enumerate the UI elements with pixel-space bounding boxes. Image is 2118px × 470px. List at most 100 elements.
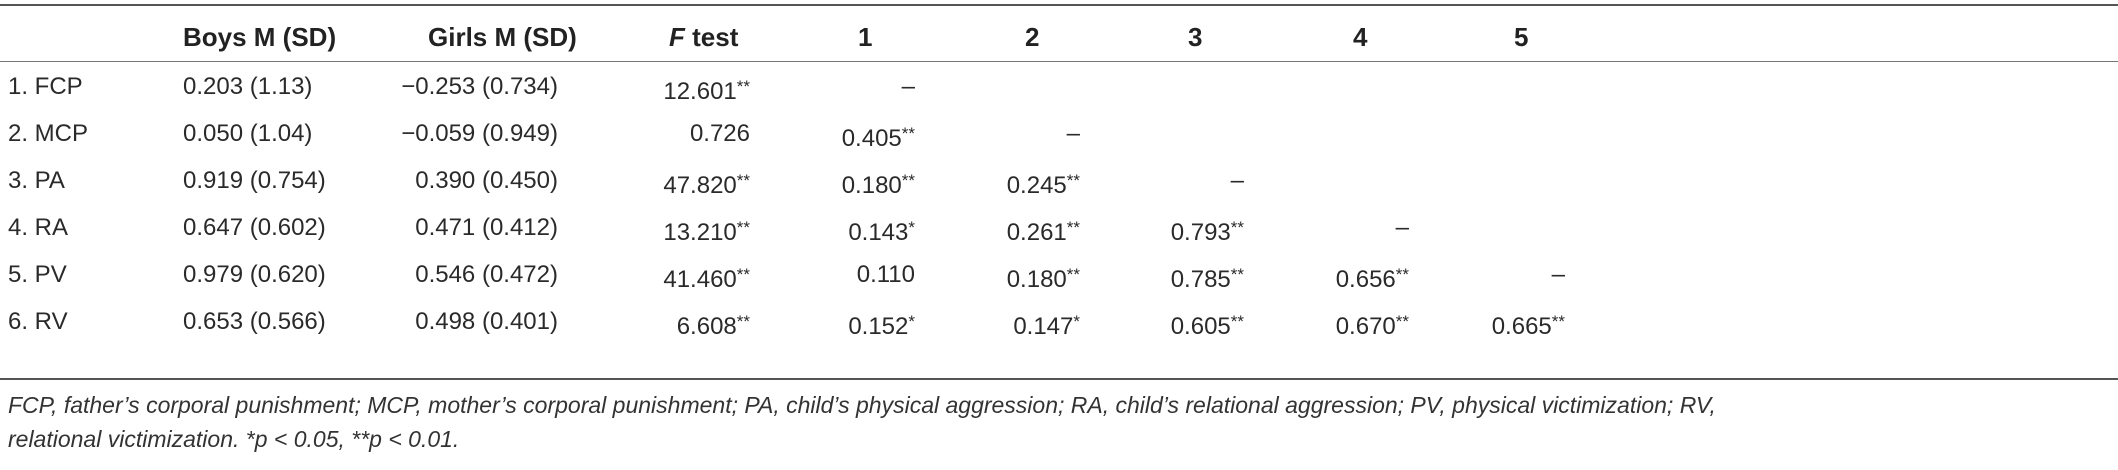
cell-value: 13.210 <box>663 219 737 246</box>
cell-value: – <box>1066 120 1080 147</box>
header-col-1: 1 <box>858 22 873 52</box>
significance-marker: ** <box>1230 265 1244 284</box>
significance-marker: ** <box>1395 312 1409 331</box>
significance-marker: * <box>908 218 915 237</box>
cell-value: – <box>1395 214 1409 241</box>
cell-value: 4. RA <box>8 214 69 241</box>
cell-c1: 0.143* <box>848 213 915 248</box>
header-col-5: 5 <box>1514 22 1529 52</box>
cell-value: −0.253 (0.734) <box>401 73 558 100</box>
cell-c5: 0.665** <box>1492 307 1565 342</box>
cell-girls: 0.546 (0.472) <box>415 260 558 290</box>
cell-c1: 0.405** <box>842 119 915 154</box>
cell-value: 0.245 <box>1006 172 1067 199</box>
cell-boys: 0.979 (0.620) <box>183 260 326 290</box>
cell-value: 0.261 <box>1006 219 1067 246</box>
cell-value: 0.656 <box>1335 266 1396 293</box>
table-row: 5. PV 0.979 (0.620) 0.546 (0.472) 41.460** 0… <box>0 252 2118 299</box>
significance-marker: ** <box>1230 218 1244 237</box>
cell-value: – <box>1230 167 1244 194</box>
table-row: 1. FCP 0.203 (1.13) −0.253 (0.734) 12.601**… <box>0 64 2118 111</box>
cell-boys: 0.203 (1.13) <box>183 72 312 102</box>
cell-girls: 0.498 (0.401) <box>415 307 558 337</box>
cell-value: 0.203 (1.13) <box>183 73 313 100</box>
row-label: 3. PA <box>8 166 65 196</box>
cell-value: −0.059 (0.949) <box>401 120 558 147</box>
cell-value: 0.647 (0.602) <box>183 214 326 241</box>
cell-value: 0.147 <box>1013 313 1074 340</box>
cell-girls: 0.390 (0.450) <box>415 166 558 196</box>
cell-boys: 0.050 (1.04) <box>183 119 312 149</box>
cell-value: 2. MCP <box>8 120 89 147</box>
row-label: 2. MCP <box>8 119 88 149</box>
footnote-line-1: FCP, father’s corporal punishment; MCP, … <box>8 392 1716 418</box>
cell-value: 3. PA <box>8 167 65 194</box>
header-ftest-italic: F <box>669 22 685 52</box>
row-label: 1. FCP <box>8 72 83 102</box>
significance-marker: ** <box>1230 312 1244 331</box>
significance-marker: * <box>1073 312 1080 331</box>
table-row: 3. PA 0.919 (0.754) 0.390 (0.450) 47.820** 0… <box>0 158 2118 205</box>
significance-marker: ** <box>736 218 750 237</box>
cell-value: 0.050 (1.04) <box>183 120 313 147</box>
cell-c1: 0.152* <box>848 307 915 342</box>
cell-value: 0.143 <box>848 219 909 246</box>
header-col-2: 2 <box>1025 22 1040 52</box>
cell-value: 0.605 <box>1170 313 1231 340</box>
significance-marker: ** <box>1551 312 1565 331</box>
cell-value: 0.670 <box>1335 313 1396 340</box>
table-bottom-rule <box>0 378 2118 380</box>
cell-c1: – <box>902 72 915 102</box>
significance-marker: ** <box>736 171 750 190</box>
table-row: 4. RA 0.647 (0.602) 0.471 (0.412) 13.210** 0… <box>0 205 2118 252</box>
cell-c3: 0.785** <box>1171 260 1244 295</box>
cell-value: 0.405 <box>841 125 902 152</box>
cell-boys: 0.653 (0.566) <box>183 307 326 337</box>
cell-c5: – <box>1552 260 1565 290</box>
cell-value: 47.820 <box>663 172 737 199</box>
cell-c3: – <box>1231 166 1244 196</box>
cell-c4: 0.670** <box>1336 307 1409 342</box>
cell-value: 6. RV <box>8 308 68 335</box>
header-col-3: 3 <box>1188 22 1203 52</box>
cell-c2: 0.180** <box>1007 260 1080 295</box>
header-boys: Boys M (SD) <box>183 22 337 52</box>
cell-ftest: 0.726 <box>690 119 750 149</box>
header-col-4: 4 <box>1353 22 1368 52</box>
cell-girls: −0.059 (0.949) <box>401 119 558 149</box>
significance-marker: * <box>908 312 915 331</box>
cell-value: 6.608 <box>676 313 737 340</box>
cell-c4: – <box>1396 213 1409 243</box>
significance-marker: ** <box>901 171 915 190</box>
cell-value: 0.979 (0.620) <box>183 261 326 288</box>
cell-value: – <box>901 73 915 100</box>
cell-value: 0.180 <box>1006 266 1067 293</box>
significance-marker: ** <box>1066 265 1080 284</box>
significance-marker: ** <box>901 124 915 143</box>
cell-ftest: 6.608** <box>677 307 750 342</box>
cell-value: 41.460 <box>663 266 737 293</box>
cell-value: 0.726 <box>689 120 750 147</box>
cell-value: 0.180 <box>841 172 902 199</box>
cell-girls: 0.471 (0.412) <box>415 213 558 243</box>
significance-marker: ** <box>736 312 750 331</box>
cell-value: 0.665 <box>1491 313 1552 340</box>
significance-marker: ** <box>1066 218 1080 237</box>
row-label: 5. PV <box>8 260 67 290</box>
cell-c1: 0.110 <box>857 260 915 290</box>
significance-marker: ** <box>1395 265 1409 284</box>
cell-value: 0.793 <box>1170 219 1231 246</box>
cell-girls: −0.253 (0.734) <box>401 72 558 102</box>
table-header-row: Boys M (SD) Girls M (SD) F test 1 2 3 4 … <box>0 0 2118 62</box>
cell-c3: 0.605** <box>1171 307 1244 342</box>
table-header-rule <box>0 61 2118 62</box>
cell-c2: 0.147* <box>1013 307 1080 342</box>
cell-boys: 0.919 (0.754) <box>183 166 326 196</box>
row-label: 4. RA <box>8 213 68 243</box>
cell-value: 1. FCP <box>8 73 83 100</box>
table-footnote: FCP, father’s corporal punishment; MCP, … <box>8 388 2108 456</box>
cell-value: 12.601 <box>663 78 737 105</box>
cell-ftest: 41.460** <box>663 260 750 295</box>
cell-c1: 0.180** <box>842 166 915 201</box>
cell-value: 0.390 (0.450) <box>415 167 558 194</box>
